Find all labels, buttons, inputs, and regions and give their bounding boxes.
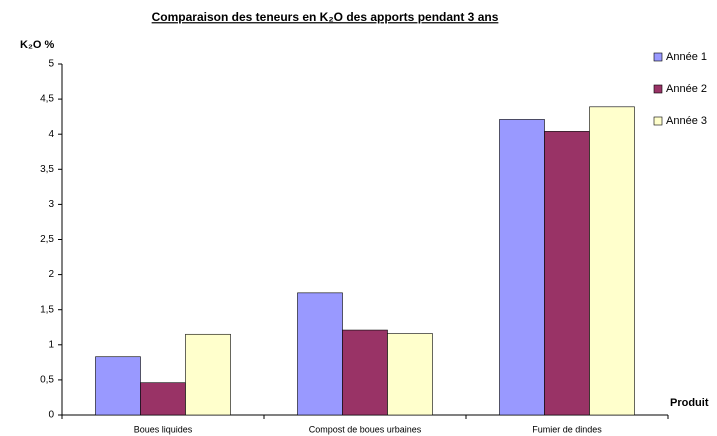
legend-swatch	[653, 52, 663, 62]
y-tick-label: 4	[48, 129, 54, 140]
y-tick-label: 0	[48, 410, 54, 421]
x-tick-label: Boues liquides	[134, 424, 193, 434]
legend-swatch	[653, 116, 663, 126]
legend-label: Année 1	[666, 51, 707, 63]
legend-label: Année 2	[666, 83, 707, 95]
y-tick-label: 3	[48, 199, 54, 210]
bar	[342, 329, 388, 416]
y-tick-label: 3,5	[40, 164, 54, 175]
bar	[589, 106, 635, 416]
bar	[185, 333, 231, 416]
y-tick-label: 0,5	[40, 375, 54, 386]
x-tick-label: Fumier de dindes	[532, 424, 602, 434]
bar	[544, 131, 590, 416]
y-tick-label: 5	[48, 59, 54, 70]
x-tick-label: Compost de boues urbaines	[309, 424, 422, 434]
bar	[387, 333, 433, 416]
y-tick-label: 4,5	[40, 94, 54, 105]
legend-swatch	[653, 84, 663, 94]
bar	[499, 119, 545, 416]
bar	[95, 356, 141, 416]
legend-label: Année 3	[666, 115, 707, 127]
y-tick-label: 1	[48, 339, 54, 350]
y-axis-label: K₂O %	[20, 39, 54, 51]
chart-title: Comparaison des teneurs en K₂O des appor…	[152, 10, 499, 24]
x-axis-label: Produit	[670, 397, 709, 409]
bar	[140, 382, 186, 416]
y-tick-label: 1,5	[40, 304, 54, 315]
y-tick-label: 2	[48, 269, 54, 280]
y-tick-label: 2,5	[40, 234, 54, 245]
bar	[297, 292, 343, 416]
